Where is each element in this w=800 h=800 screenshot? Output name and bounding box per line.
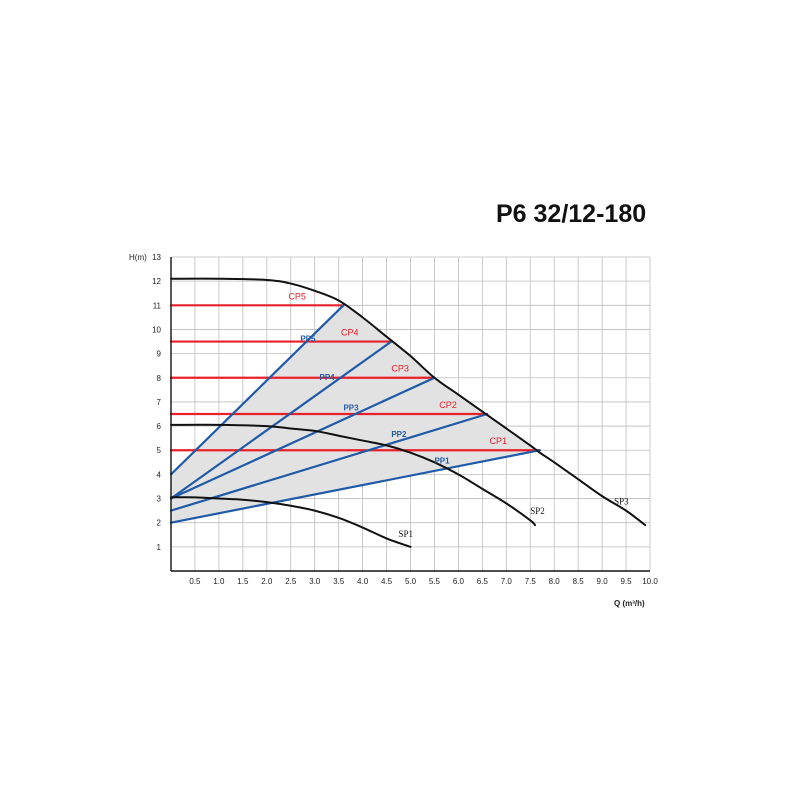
series-line-pp5: [169, 304, 345, 476]
series-line-sp2: [170, 423, 537, 527]
label-cp4: CP4: [341, 328, 359, 338]
label-sp3: SP3: [614, 497, 629, 507]
y-tick-label: 4: [157, 470, 162, 479]
y-tick-label: 11: [153, 301, 162, 310]
axes: 0.5 1.0 1.5 2.0 2.5 3.0 3.5 4.0 4.5 5.0 5.5 6.0 6.5 7…: [129, 253, 658, 608]
x-tick-label: 8.5: [573, 577, 585, 586]
label-sp2: SP2: [530, 506, 545, 516]
x-tick-label: 6.0: [453, 577, 465, 586]
y-tick-label: 6: [157, 422, 162, 431]
x-tick-label: 5.5: [429, 577, 441, 586]
x-tick-label: 1.5: [237, 577, 249, 586]
x-tick-label: 4.0: [357, 577, 369, 586]
series-line-sp3: [170, 277, 647, 527]
y-tick-label: 7: [157, 398, 162, 407]
y-tick-label: 1: [157, 543, 162, 552]
x-tick-label: 0.5: [189, 577, 201, 586]
series-labels: CP5 CP4 CP3 CP2 CP1 PP5 PP4 PP3 PP2 PP1 SP3 SP2 SP1: [288, 291, 629, 539]
label-pp5: PP5: [300, 335, 316, 344]
label-cp2: CP2: [439, 400, 457, 410]
y-tick-label: 12: [152, 277, 161, 286]
x-tick-label: 1.0: [213, 577, 225, 586]
y-axis-label: H(m): [129, 253, 147, 262]
x-tick-label: 3.5: [333, 577, 345, 586]
series-line-pp3: [169, 376, 436, 500]
label-cp1: CP1: [490, 436, 508, 446]
series-lines: [169, 277, 647, 548]
x-tick-label: 8.0: [549, 577, 561, 586]
x-tick-label: 4.5: [381, 577, 393, 586]
x-tick-label: 3.0: [309, 577, 321, 586]
y-tick-label: 8: [157, 374, 162, 383]
x-tick-label: 10.0: [642, 577, 658, 586]
label-cp5: CP5: [288, 291, 306, 301]
x-axis-label: Q (m³/h): [614, 599, 645, 608]
x-tick-label: 9.5: [620, 577, 632, 586]
x-tick-label: 2.5: [285, 577, 297, 586]
x-tick-label: 6.5: [477, 577, 489, 586]
y-tick-label: 10: [152, 325, 161, 334]
series-line-pp2: [169, 412, 489, 512]
x-tick-label: 7.5: [525, 577, 537, 586]
x-tick-label: 5.0: [405, 577, 417, 586]
label-sp1: SP1: [399, 529, 414, 539]
series-line-pp1: [169, 449, 541, 524]
label-pp4: PP4: [319, 373, 335, 382]
x-tick-label: 2.0: [261, 577, 273, 586]
label-cp3: CP3: [391, 364, 409, 374]
y-tick-label: 2: [157, 519, 162, 528]
y-tick-label: 5: [157, 446, 162, 455]
y-tick-label: 13: [152, 253, 161, 262]
y-tick-label: 3: [157, 495, 162, 504]
series-line-pp4: [169, 340, 393, 500]
label-pp2: PP2: [391, 430, 407, 439]
x-tick-label: 9.0: [597, 577, 609, 586]
label-pp3: PP3: [343, 403, 359, 412]
series-line-sp1: [170, 496, 412, 548]
label-pp1: PP1: [434, 457, 450, 466]
chart-title: P6 32/12-180: [496, 200, 647, 228]
y-tick-label: 9: [157, 350, 162, 359]
x-tick-label: 7.0: [501, 577, 513, 586]
